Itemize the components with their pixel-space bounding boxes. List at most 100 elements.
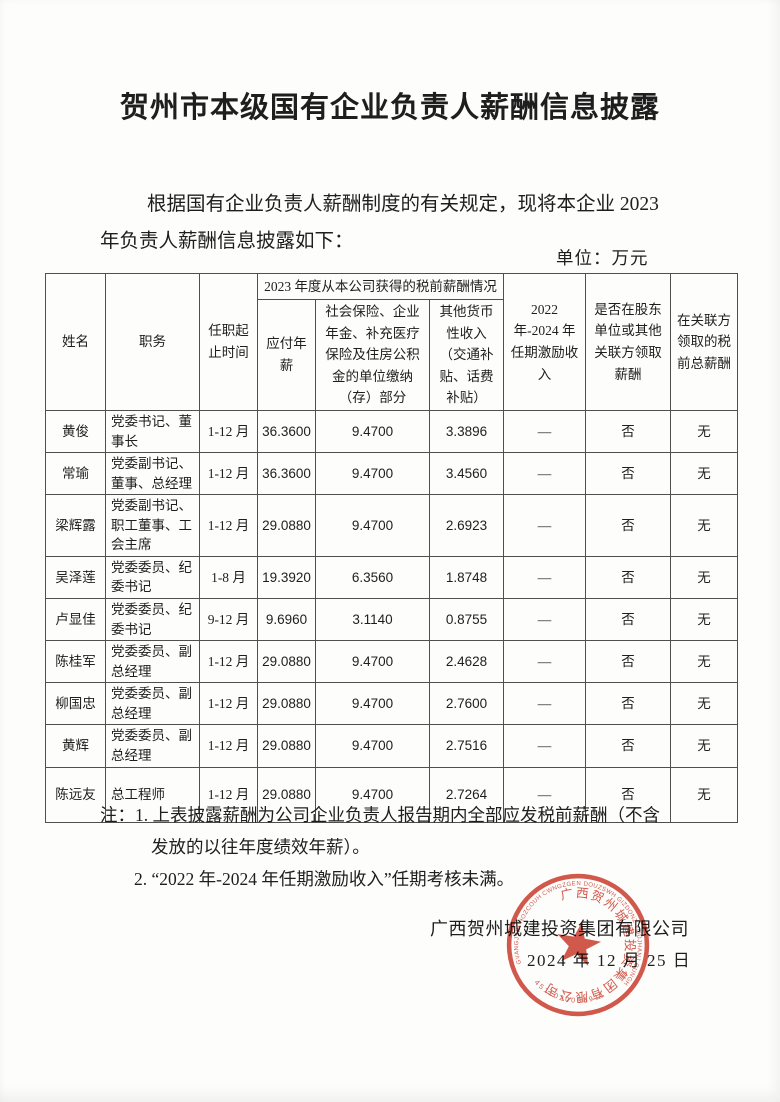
cell-shareholder: 否 [585, 640, 672, 684]
cell-shareholder: 否 [585, 409, 672, 454]
header-position: 职务 [105, 273, 200, 411]
cell-position: 党委书记、董事长 [105, 409, 200, 454]
cell-position: 党委委员、纪委书记 [105, 555, 200, 600]
cell-term: 1-12 月 [199, 724, 258, 768]
cell-other: 2.6923 [428, 494, 505, 557]
cell-other: 2.7264 [428, 766, 505, 823]
cell-shareholder: 否 [585, 766, 672, 823]
cell-salary: 29.0880 [257, 682, 316, 726]
note-line-1: 注：1. 上表披露薪酬为公司企业负责人报告期内全部应发税前薪酬（不含 [100, 805, 660, 825]
cell-other: 2.7516 [428, 724, 505, 768]
cell-other: 3.4560 [428, 452, 505, 496]
cell-salary: 29.0880 [257, 724, 316, 768]
cell-insurance: 6.3560 [315, 555, 430, 600]
header-2023-group: 2023 年度从本公司获得的税前薪酬情况 [256, 273, 505, 300]
cell-salary: 19.3920 [257, 555, 316, 600]
intro-line-2: 年负责人薪酬信息披露如下： [100, 231, 354, 252]
cell-term: 1-12 月 [199, 766, 258, 823]
table-row: 陈远友 总工程师 1-12 月 29.0880 9.4700 2.7264— 否无 [45, 766, 739, 823]
table-row: 常瑜 党委副书记、董事、总经理 1-12 月 36.3600 9.4700 3.4560—… [45, 452, 739, 496]
cell-shareholder: 否 [585, 555, 672, 600]
seal-number-text: 4511020038911 [530, 978, 608, 1011]
cell-related: 无 [670, 555, 739, 600]
header-other-income: 其他货币性收入（交通补贴、话费补贴） [428, 299, 505, 411]
cell-incentive: — [503, 682, 587, 726]
notes-section: 注：1. 上表披露薪酬为公司企业负责人报告期内全部应发税前薪酬（不含 发放的以往… [100, 799, 720, 895]
cell-other: 1.8748 [428, 555, 505, 600]
table-row: 柳国忠 党委委员、副总经理 1-12 月 29.0880 9.4700 2.7600— 否无 [45, 682, 739, 726]
cell-incentive: — [503, 409, 587, 454]
header-salary: 应付年薪 [257, 299, 316, 411]
cell-name: 陈远友 [45, 766, 106, 823]
cell-shareholder: 否 [585, 494, 672, 557]
cell-position: 党委副书记、职工董事、工会主席 [105, 494, 200, 557]
cell-related: 无 [670, 598, 739, 642]
svg-text:4511020038911: 4511020038911 [530, 978, 608, 1011]
cell-salary: 36.3600 [257, 409, 316, 454]
cell-salary: 36.3600 [257, 452, 316, 496]
cell-term: 1-12 月 [199, 452, 258, 496]
table-row: 梁辉露 党委副书记、职工董事、工会主席 1-12 月 29.0880 9.4700 2.6… [45, 494, 739, 557]
cell-insurance: 9.4700 [315, 452, 430, 496]
header-incentive: 2022 年-2024 年任期激励收入 [503, 273, 587, 411]
signature-company: 广西贺州城建投资集团有限公司 [430, 919, 689, 939]
cell-related: 无 [670, 766, 739, 823]
cell-incentive: — [503, 766, 587, 823]
cell-salary: 9.6960 [257, 598, 316, 642]
intro-line-1: 根据国有企业负责人薪酬制度的有关规定，现将本企业 2023 [147, 194, 659, 215]
cell-other: 2.4628 [428, 640, 505, 684]
cell-insurance: 9.4700 [315, 409, 430, 454]
cell-position: 党委委员、纪委书记 [105, 598, 200, 642]
cell-related: 无 [670, 409, 739, 454]
cell-incentive: — [503, 494, 587, 557]
cell-insurance: 9.4700 [315, 494, 430, 557]
cell-position: 党委委员、副总经理 [105, 640, 200, 684]
salary-table-rows: 黄俊 党委书记、董事长 1-12 月 36.3600 9.4700 3.3896— 否无常瑜… [45, 409, 739, 823]
cell-incentive: — [503, 452, 587, 496]
table-row: 黄俊 党委书记、董事长 1-12 月 36.3600 9.4700 3.3896— 否无 [45, 409, 739, 454]
cell-shareholder: 否 [585, 452, 672, 496]
cell-position: 党委委员、副总经理 [105, 682, 200, 726]
cell-term: 1-12 月 [199, 682, 258, 726]
note-line-3: 2. “2022 年-2024 年任期激励收入”任期考核未满。 [134, 869, 515, 889]
cell-insurance: 9.4700 [315, 682, 430, 726]
cell-insurance: 9.4700 [315, 724, 430, 768]
cell-salary: 29.0880 [257, 640, 316, 684]
cell-related: 无 [670, 682, 739, 726]
cell-name: 陈桂军 [45, 640, 106, 684]
cell-other: 3.3896 [428, 409, 505, 454]
cell-term: 9-12 月 [199, 598, 258, 642]
table-row: 卢显佳 党委委员、纪委书记 9-12 月 9.6960 3.1140 0.8755— 否无 [45, 598, 739, 642]
cell-term: 1-12 月 [199, 640, 258, 684]
table-row: 黄辉 党委委员、副总经理 1-12 月 29.0880 9.4700 2.7516— 否无 [45, 724, 739, 768]
cell-other: 2.7600 [428, 682, 505, 726]
cell-position: 党委委员、副总经理 [105, 724, 200, 768]
cell-incentive: — [503, 724, 587, 768]
cell-term: 1-12 月 [199, 494, 258, 557]
cell-name: 黄辉 [45, 724, 106, 768]
cell-related: 无 [670, 494, 739, 557]
cell-insurance: 9.4700 [315, 766, 430, 823]
header-insurance: 社会保险、企业年金、补充医疗保险及住房公积金的单位缴纳（存）部分 [315, 299, 430, 411]
cell-related: 无 [670, 724, 739, 768]
header-term: 任职起止时间 [199, 273, 258, 411]
cell-name: 黄俊 [45, 409, 106, 454]
salary-table-header: 姓名 职务 任职起止时间 2023 年度从本公司获得的税前薪酬情况 2022 年… [45, 273, 739, 411]
table-row: 陈桂军 党委委员、副总经理 1-12 月 29.0880 9.4700 2.4628— 否无 [45, 640, 739, 684]
signature-date: 2024 年 12 月 25 日 [527, 951, 692, 970]
cell-related: 无 [670, 640, 739, 684]
cell-shareholder: 否 [585, 682, 672, 726]
cell-term: 1-12 月 [199, 409, 258, 454]
cell-incentive: — [503, 598, 587, 642]
note-line-2: 发放的以往年度绩效年薪）。 [151, 837, 370, 857]
unit-label: 单位：万元 [556, 248, 649, 268]
cell-name: 卢显佳 [45, 598, 106, 642]
header-name: 姓名 [45, 273, 106, 411]
cell-name: 吴泽莲 [45, 555, 106, 600]
header-related-total: 在关联方领取的税前总薪酬 [670, 273, 739, 411]
cell-position: 党委副书记、董事、总经理 [105, 452, 200, 496]
salary-table: 姓名 职务 任职起止时间 2023 年度从本公司获得的税前薪酬情况 2022 年… [45, 273, 739, 823]
cell-name: 梁辉露 [45, 494, 106, 557]
cell-related: 无 [670, 452, 739, 496]
intro-paragraph: 根据国有企业负责人薪酬制度的有关规定，现将本企业 2023 年负责人薪酬信息披露… [100, 186, 704, 260]
